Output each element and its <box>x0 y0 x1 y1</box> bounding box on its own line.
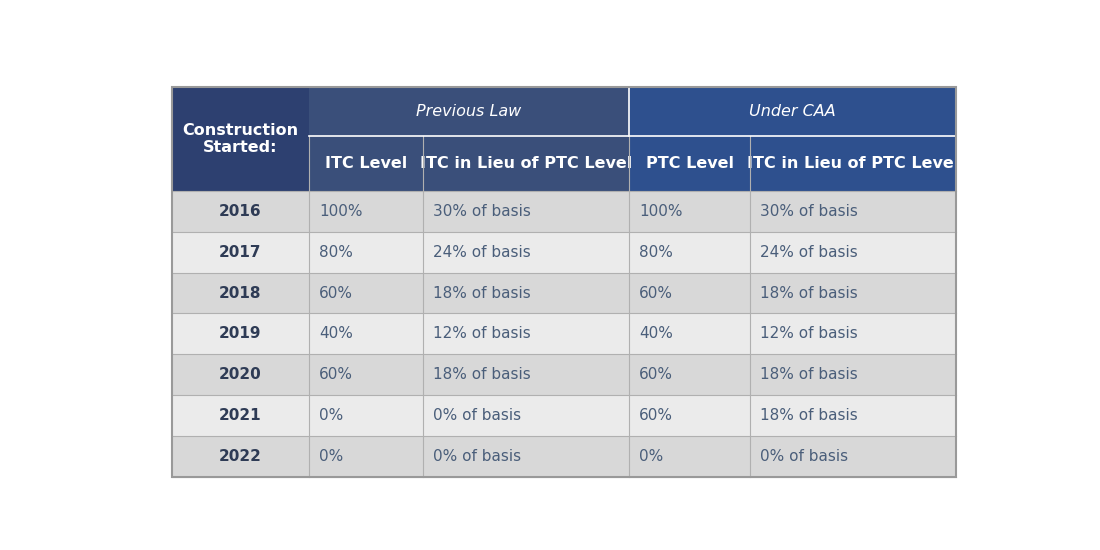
Bar <box>750 136 956 191</box>
Text: 18% of basis: 18% of basis <box>760 408 858 423</box>
Bar <box>750 314 956 354</box>
Text: 60%: 60% <box>319 367 353 382</box>
Bar <box>750 395 956 436</box>
Text: 24% of basis: 24% of basis <box>433 245 531 260</box>
Bar <box>309 273 424 314</box>
Text: 0% of basis: 0% of basis <box>433 408 521 423</box>
Text: 18% of basis: 18% of basis <box>760 285 858 300</box>
Bar <box>750 354 956 395</box>
Text: 0%: 0% <box>639 449 663 464</box>
Text: 0%: 0% <box>319 449 343 464</box>
Bar <box>424 436 629 477</box>
Text: 60%: 60% <box>639 285 673 300</box>
Text: 80%: 80% <box>319 245 353 260</box>
Text: 0%: 0% <box>319 408 343 423</box>
Bar <box>172 191 309 232</box>
Text: 18% of basis: 18% of basis <box>433 367 531 382</box>
Bar <box>172 436 309 477</box>
Bar <box>424 136 629 191</box>
Text: 60%: 60% <box>319 285 353 300</box>
Bar <box>629 136 750 191</box>
Text: 2020: 2020 <box>219 367 262 382</box>
Bar <box>424 395 629 436</box>
Text: 100%: 100% <box>319 204 363 219</box>
Bar <box>309 395 424 436</box>
Bar <box>309 354 424 395</box>
Bar <box>172 395 309 436</box>
Text: 2019: 2019 <box>219 326 262 342</box>
Bar <box>424 191 629 232</box>
Text: 100%: 100% <box>639 204 683 219</box>
Bar <box>309 136 424 191</box>
Text: 40%: 40% <box>319 326 353 342</box>
Bar <box>172 232 309 273</box>
Text: 2021: 2021 <box>219 408 262 423</box>
Bar <box>424 314 629 354</box>
Text: 18% of basis: 18% of basis <box>433 285 531 300</box>
Bar <box>172 354 309 395</box>
Text: 12% of basis: 12% of basis <box>760 326 858 342</box>
Text: Construction
Started:: Construction Started: <box>183 123 298 155</box>
Bar <box>629 191 750 232</box>
Bar <box>629 232 750 273</box>
Bar <box>309 314 424 354</box>
Bar <box>172 314 309 354</box>
Bar <box>172 87 309 191</box>
Text: 2018: 2018 <box>219 285 262 300</box>
Bar <box>629 314 750 354</box>
Bar <box>172 273 309 314</box>
Bar <box>424 354 629 395</box>
Text: ITC in Lieu of PTC Level: ITC in Lieu of PTC Level <box>747 156 959 171</box>
Bar <box>309 191 424 232</box>
Bar <box>309 87 629 136</box>
Bar <box>424 232 629 273</box>
Text: PTC Level: PTC Level <box>646 156 734 171</box>
Bar <box>629 87 956 136</box>
Text: 60%: 60% <box>639 408 673 423</box>
Text: 18% of basis: 18% of basis <box>760 367 858 382</box>
Text: Previous Law: Previous Law <box>417 104 521 119</box>
Bar <box>750 232 956 273</box>
Text: 2017: 2017 <box>219 245 262 260</box>
Text: 30% of basis: 30% of basis <box>433 204 531 219</box>
Text: 60%: 60% <box>639 367 673 382</box>
Text: 24% of basis: 24% of basis <box>760 245 858 260</box>
Bar <box>629 436 750 477</box>
Bar <box>629 395 750 436</box>
Text: Under CAA: Under CAA <box>749 104 836 119</box>
Text: ITC Level: ITC Level <box>324 156 407 171</box>
Text: 2022: 2022 <box>219 449 262 464</box>
Text: ITC in Lieu of PTC Level: ITC in Lieu of PTC Level <box>420 156 632 171</box>
Text: 2016: 2016 <box>219 204 262 219</box>
Text: 30% of basis: 30% of basis <box>760 204 858 219</box>
Bar <box>424 273 629 314</box>
Bar <box>750 436 956 477</box>
Bar <box>629 273 750 314</box>
Text: 80%: 80% <box>639 245 673 260</box>
Text: 0% of basis: 0% of basis <box>760 449 848 464</box>
Bar <box>629 354 750 395</box>
Text: 40%: 40% <box>639 326 673 342</box>
Text: 12% of basis: 12% of basis <box>433 326 531 342</box>
Text: 0% of basis: 0% of basis <box>433 449 521 464</box>
Bar <box>750 273 956 314</box>
Bar <box>309 232 424 273</box>
Bar <box>309 436 424 477</box>
Bar <box>750 191 956 232</box>
